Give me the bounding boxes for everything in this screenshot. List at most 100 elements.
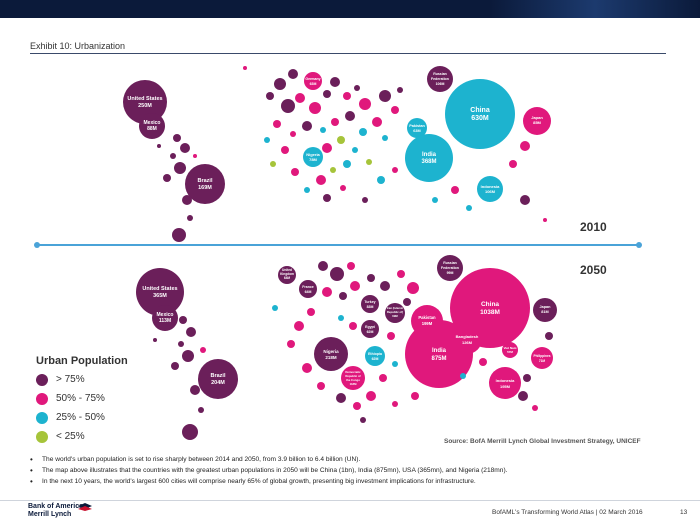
svg-text:Democratic: Democratic [345,370,361,374]
svg-text:195M: 195M [500,384,511,389]
bank-logo: Bank of America Merrill Lynch [28,503,83,519]
bubble-india-2010 [405,134,453,182]
svg-text:118M: 118M [350,382,358,386]
svg-text:57M: 57M [507,350,513,354]
footer-title: BofAML's Transforming World Atlas | 02 M… [492,509,643,516]
svg-text:99M: 99M [447,271,454,275]
publication-title: BofAML's Transforming World Atlas [492,509,594,516]
svg-text:126M: 126M [462,340,473,345]
svg-text:Germany: Germany [305,77,320,81]
bubble-ethiopia-2050 [365,346,385,366]
map-2010 [123,66,551,242]
svg-text:Federation: Federation [441,266,459,270]
legend-swatch [36,392,48,405]
svg-text:1038M: 1038M [480,309,500,316]
svg-text:85M: 85M [533,120,541,125]
small-bubbles-2010 [157,66,547,242]
legend-label: > 75% [56,374,85,385]
year-2050-label: 2050 [580,263,607,277]
svg-text:Russian: Russian [443,261,457,265]
legend-item: 50% - 75% [36,389,128,408]
bubble-egypt-2050 [361,320,379,338]
bubble-mexico-2010 [139,113,165,139]
timeline-divider [34,242,642,248]
bubble-labels-2050: United Kingdom 64M France 64M Russian Fe… [142,261,551,389]
svg-text:62M: 62M [367,330,374,334]
svg-text:199M: 199M [422,321,433,326]
bullet-list: The world's urban population is set to r… [28,454,678,487]
legend-title: Urban Population [36,355,128,367]
legend-item: < 25% [36,427,128,446]
legend-swatch [36,411,48,424]
svg-text:Bangladesh: Bangladesh [456,334,479,339]
svg-text:Japan: Japan [540,305,552,309]
svg-text:Republic of): Republic of) [387,310,403,314]
svg-text:106M: 106M [436,82,445,86]
svg-text:Pakistan: Pakistan [418,315,436,320]
svg-text:Iran (Islamic: Iran (Islamic [387,306,404,310]
svg-text:China: China [470,107,490,114]
bubble-japan-2050 [533,298,557,322]
svg-text:250M: 250M [138,103,152,109]
svg-text:69M: 69M [392,314,398,318]
source-note: Source: BofA Merrill Lynch Global Invest… [444,438,641,445]
footer-rule [0,500,700,501]
svg-text:113M: 113M [159,318,171,324]
svg-text:Brazil: Brazil [211,373,226,379]
svg-text:France: France [302,285,314,289]
svg-text:64M: 64M [305,290,312,294]
year-2010-label: 2010 [580,220,607,234]
legend-item: > 75% [36,370,128,389]
flag-icon [78,503,92,511]
bubble-us-2010 [123,80,167,124]
svg-text:Ethiopia: Ethiopia [368,352,382,356]
urbanization-bubble-map: United States 250M Mexico 88M Brazil 169… [123,66,557,440]
svg-text:106M: 106M [485,189,496,194]
svg-text:64M: 64M [284,276,291,280]
svg-text:the Congo: the Congo [346,378,360,382]
publication-date: | 02 March 2016 [595,509,643,516]
bubble-russia-2050 [437,255,463,281]
exhibit-title: Exhibit 10: Urbanization [30,41,126,51]
svg-text:81M: 81M [541,310,548,314]
logo-line2: Merrill Lynch [28,511,72,518]
bubble-nigeria-2050 [314,337,348,371]
svg-text:Russian: Russian [433,72,447,76]
svg-text:India: India [422,152,437,158]
legend-label: < 25% [56,431,85,442]
svg-text:63M: 63M [310,82,317,86]
page-number: 13 [680,509,688,516]
svg-text:875M: 875M [431,356,446,362]
bubble-drc-2050 [341,366,365,390]
svg-text:365M: 365M [153,293,167,299]
legend: Urban Population > 75% 50% - 75% 25% - 5… [36,355,128,446]
bubble-china-2010 [445,79,515,149]
bubble-philippines-2050 [531,347,553,369]
svg-text:United States: United States [127,96,162,102]
svg-text:Brazil: Brazil [198,178,213,184]
svg-text:Federation: Federation [431,77,449,81]
legend-label: 50% - 75% [56,393,105,404]
legend-swatch [36,373,48,386]
map-2050 [136,255,557,440]
svg-text:Nigeria: Nigeria [323,349,339,354]
bullet-item: The map above illustrates that the count… [28,465,678,476]
bubble-japan-2010 [523,107,551,135]
bubble-iran-2050 [385,303,405,323]
svg-text:Indonesia: Indonesia [496,378,515,383]
svg-text:71M: 71M [539,359,546,363]
legend-item: 25% - 50% [36,408,128,427]
bubble-brazil-2050 [198,359,238,399]
logo-line1: Bank of America [28,503,83,510]
svg-text:204M: 204M [211,380,225,386]
svg-text:63M: 63M [413,129,420,133]
svg-text:630M: 630M [471,115,489,122]
bullet-item: The world's urban population is set to r… [28,454,678,465]
bubble-brazil-2010 [185,164,225,204]
svg-text:Egypt: Egypt [365,325,376,329]
bubble-us-2050 [136,268,184,316]
bubble-indonesia-2050 [489,367,521,399]
svg-text:62M: 62M [372,357,379,361]
svg-text:Pakistan: Pakistan [409,124,425,128]
svg-text:Turkey: Turkey [364,300,375,304]
